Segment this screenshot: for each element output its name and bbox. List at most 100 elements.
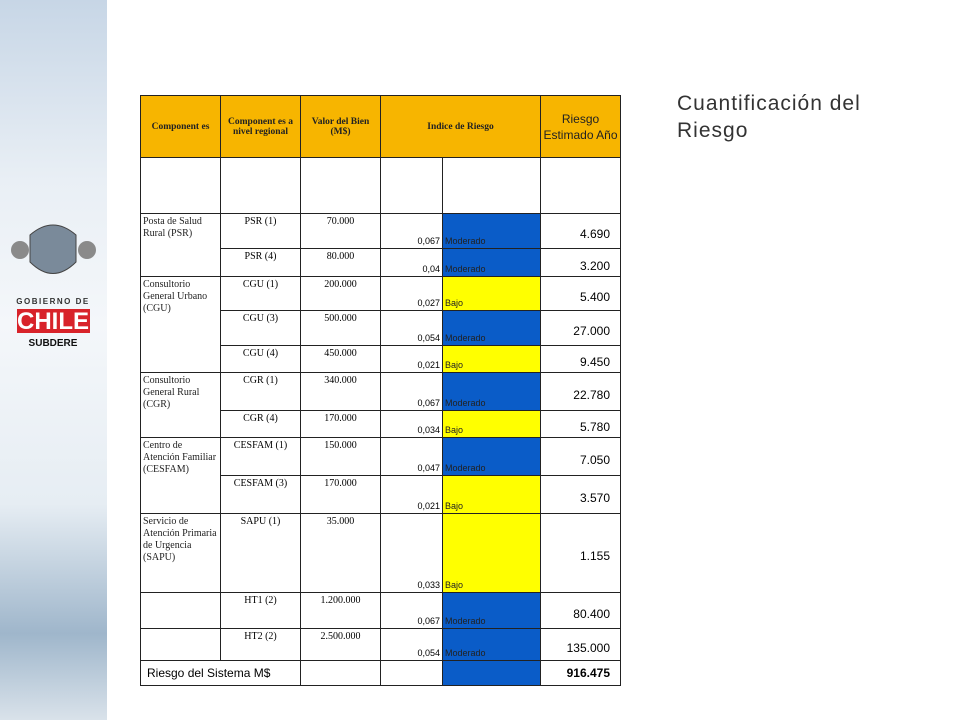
header-cell: Riesgo Estimado Año <box>540 95 621 158</box>
index-cell: 0,034 <box>380 410 443 438</box>
value-cell: 70.000 <box>300 213 381 249</box>
level-cell: Moderado <box>442 372 541 411</box>
index-cell: 0,054 <box>380 628 443 661</box>
empty-cell <box>380 157 443 214</box>
huemul <box>11 241 29 259</box>
empty-cell <box>300 660 381 686</box>
component-cell: CGR (1) <box>220 372 301 411</box>
component-cell: CESFAM (1) <box>220 437 301 476</box>
sidebar: GOBIERNO DE CHILE SUBDERE <box>0 0 107 720</box>
index-cell: 0,021 <box>380 475 443 514</box>
header-cell: Component es <box>140 95 221 158</box>
level-cell: Moderado <box>442 628 541 661</box>
total-row: Riesgo del Sistema M$ 916.475 <box>140 660 621 686</box>
condor <box>78 241 96 259</box>
index-cell: 0,054 <box>380 310 443 346</box>
total-fill <box>442 660 541 686</box>
shield <box>29 224 77 274</box>
data-row: CGR (4) 170.000 0,034 Bajo 5.780 <box>141 410 621 438</box>
risk-cell: 9.450 <box>540 345 621 373</box>
group-cell: Consultorio General Urbano (CGU) <box>140 276 221 373</box>
risk-cell: 5.780 <box>540 410 621 438</box>
level-cell: Bajo <box>442 513 541 593</box>
header-cell: Component es a nivel regional <box>220 95 301 158</box>
data-row: Centro de Atención Familiar (CESFAM) CESF… <box>140 437 621 514</box>
empty-cell <box>300 157 381 214</box>
index-cell: 0,067 <box>380 592 443 629</box>
empty-cell <box>540 157 621 214</box>
value-cell: 35.000 <box>300 513 381 593</box>
level-cell: Moderado <box>442 310 541 346</box>
group-cell: Centro de Atención Familiar (CESFAM) <box>140 437 221 514</box>
group-cell: Posta de Salud Rural (PSR) <box>140 213 221 277</box>
index-cell: 0,04 <box>380 248 443 277</box>
risk-cell: 3.200 <box>540 248 621 277</box>
total-value: 916.475 <box>540 660 621 686</box>
value-cell: 450.000 <box>300 345 381 373</box>
level-cell: Bajo <box>442 475 541 514</box>
slide-title: Cuantificación del Riesgo <box>677 92 861 142</box>
index-cell: 0,027 <box>380 276 443 311</box>
risk-table: Component es Component es a nivel regiona… <box>140 95 621 686</box>
component-cell: SAPU (1) <box>220 513 301 593</box>
logo: GOBIERNO DE CHILE SUBDERE <box>11 224 96 349</box>
data-row: HT1 (2) 1.200.000 0,067 Moderado 80.400 <box>140 592 621 629</box>
index-cell: 0,067 <box>380 213 443 249</box>
data-row: Posta de Salud Rural (PSR) PSR (1) 70.000 0… <box>140 213 621 277</box>
level-cell: Bajo <box>442 276 541 311</box>
logo-line2: CHILE <box>17 308 89 335</box>
component-cell: CESFAM (3) <box>220 475 301 514</box>
value-cell: 200.000 <box>300 276 381 311</box>
data-row: Servicio de Atención Primaria de Urgenci… <box>140 513 621 593</box>
risk-cell: 80.400 <box>540 592 621 629</box>
risk-cell: 27.000 <box>540 310 621 346</box>
empty-cell <box>380 660 443 686</box>
value-cell: 150.000 <box>300 437 381 476</box>
group-cell <box>140 628 221 661</box>
risk-cell: 5.400 <box>540 276 621 311</box>
level-cell: Bajo <box>442 410 541 438</box>
empty-row <box>140 157 621 214</box>
level-cell: Bajo <box>442 345 541 373</box>
logo-band <box>17 309 90 333</box>
risk-cell: 135.000 <box>540 628 621 661</box>
component-cell: HT2 (2) <box>220 628 301 661</box>
risk-cell: 3.570 <box>540 475 621 514</box>
component-cell: CGU (1) <box>220 276 301 311</box>
group-cell <box>140 592 221 629</box>
component-cell: HT1 (2) <box>220 592 301 629</box>
empty-cell <box>140 157 221 214</box>
risk-cell: 7.050 <box>540 437 621 476</box>
group-cell: Consultorio General Rural (CGR) <box>140 372 221 438</box>
data-row: CGU (4) 450.000 0,021 Bajo 9.450 <box>141 345 621 373</box>
data-row: CGU (3) 500.000 0,054 Moderado 27.000 <box>141 310 621 346</box>
value-cell: 500.000 <box>300 310 381 346</box>
data-row: Consultorio General Urbano (CGU) CGU (1) 2… <box>140 276 621 373</box>
value-cell: 1.200.000 <box>300 592 381 629</box>
index-cell: 0,047 <box>380 437 443 476</box>
component-cell: PSR (4) <box>220 248 301 277</box>
component-cell: CGR (4) <box>220 410 301 438</box>
header-cell: Valor del Bien (M$) <box>300 95 381 158</box>
value-cell: 80.000 <box>300 248 381 277</box>
component-cell: CGU (4) <box>220 345 301 373</box>
risk-cell: 1.155 <box>540 513 621 593</box>
value-cell: 170.000 <box>300 410 381 438</box>
logo-line3: SUBDERE <box>29 338 78 349</box>
risk-cell: 22.780 <box>540 372 621 411</box>
index-cell: 0,021 <box>380 345 443 373</box>
level-cell: Moderado <box>442 437 541 476</box>
header-row: Component es Component es a nivel regiona… <box>140 95 621 158</box>
empty-cell <box>442 157 541 214</box>
index-cell: 0,067 <box>380 372 443 411</box>
level-cell: Moderado <box>442 248 541 277</box>
index-cell: 0,033 <box>380 513 443 593</box>
group-cell: Servicio de Atención Primaria de Urgenci… <box>140 513 221 593</box>
level-cell: Moderado <box>442 213 541 249</box>
risk-cell: 4.690 <box>540 213 621 249</box>
value-cell: 170.000 <box>300 475 381 514</box>
component-cell: PSR (1) <box>220 213 301 249</box>
data-row: HT2 (2) 2.500.000 0,054 Moderado 135.000 <box>140 628 621 661</box>
value-cell: 340.000 <box>300 372 381 411</box>
